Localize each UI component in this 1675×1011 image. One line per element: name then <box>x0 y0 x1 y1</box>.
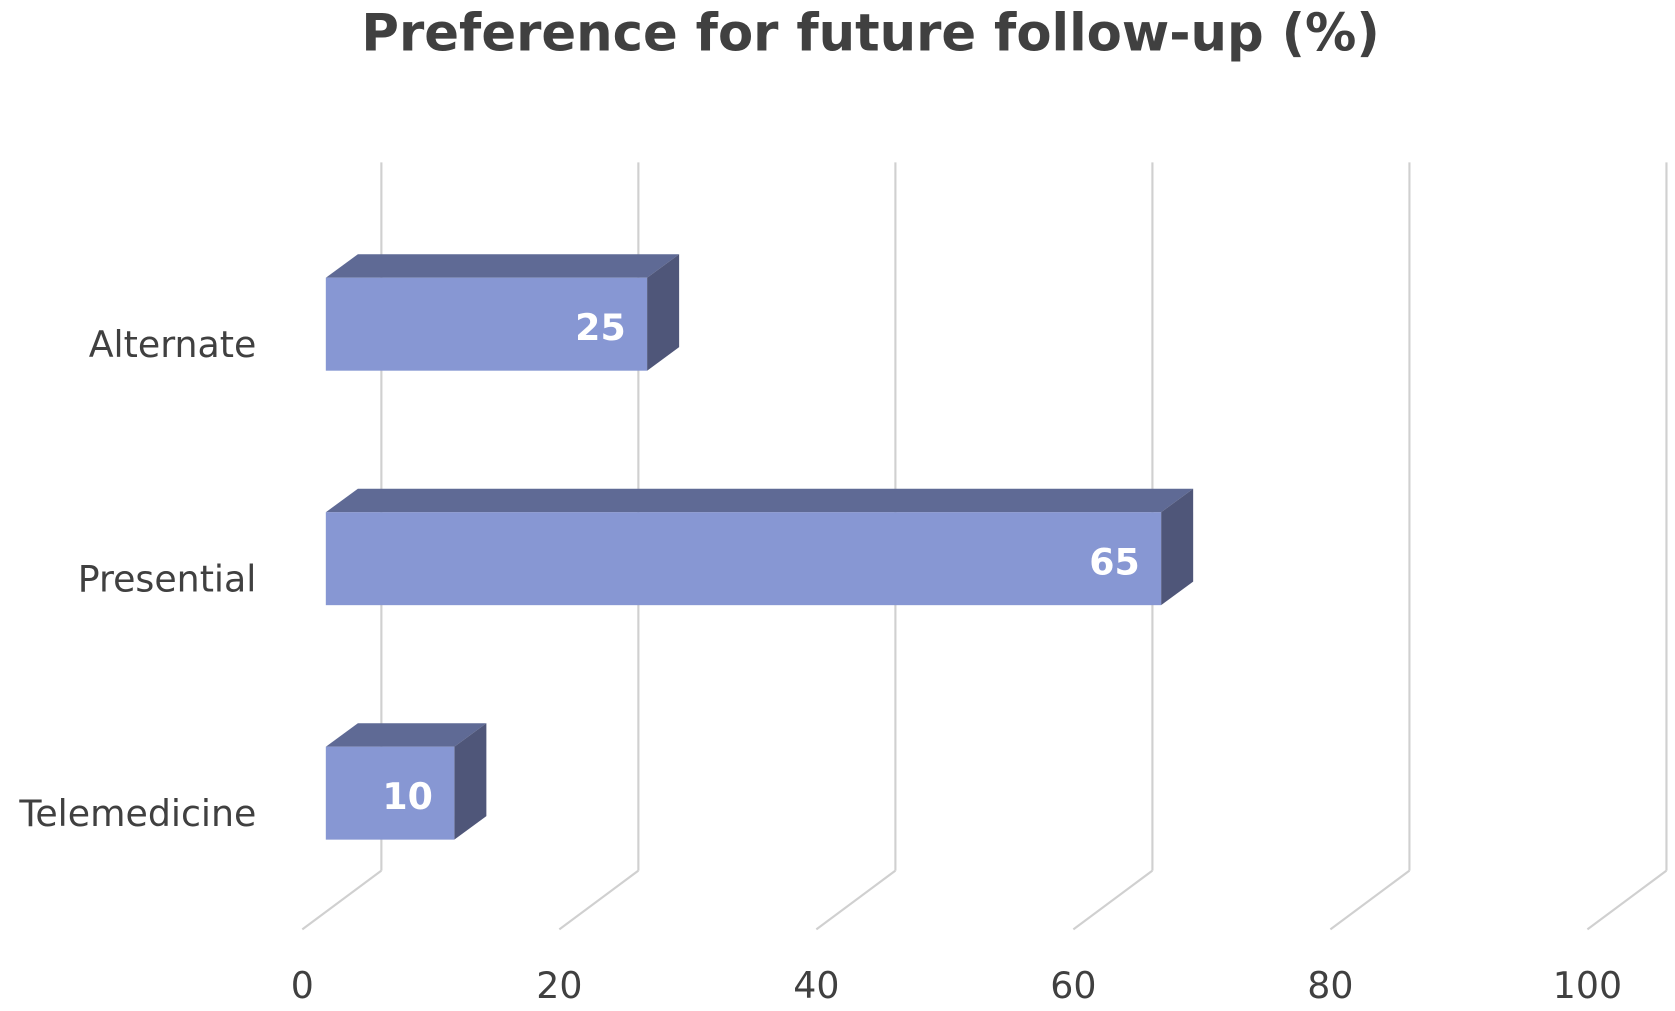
bar-side <box>647 254 680 371</box>
x-tick-label: 20 <box>536 964 582 1007</box>
value-label: 10 <box>382 775 433 818</box>
floor-line <box>1072 869 1154 931</box>
y-tick-label: Alternate <box>89 323 257 366</box>
bar-top <box>325 723 487 747</box>
value-label: 65 <box>1089 541 1140 584</box>
bar <box>325 277 648 371</box>
bar-top <box>325 254 680 278</box>
x-tick-label: 100 <box>1553 964 1622 1007</box>
x-tick-label: 80 <box>1307 964 1353 1007</box>
floor-line <box>815 869 897 931</box>
x-tick-label: 60 <box>1050 964 1096 1007</box>
bar <box>325 512 1162 606</box>
bar <box>325 746 455 840</box>
y-tick-label: Telemedicine <box>18 792 256 835</box>
chart-title: Preference for future follow-up (%) <box>361 3 1379 63</box>
value-label: 25 <box>575 306 626 349</box>
bar-side <box>1161 488 1194 606</box>
floor-line <box>1329 869 1411 931</box>
floor-line <box>301 869 382 931</box>
floor-line <box>558 869 640 931</box>
bar-top <box>325 488 1194 513</box>
x-tick-label: 40 <box>793 964 839 1007</box>
y-tick-label: Presential <box>78 558 257 601</box>
bar-side <box>454 723 487 840</box>
x-tick-label: 0 <box>291 964 314 1007</box>
floor-line <box>1586 869 1668 931</box>
